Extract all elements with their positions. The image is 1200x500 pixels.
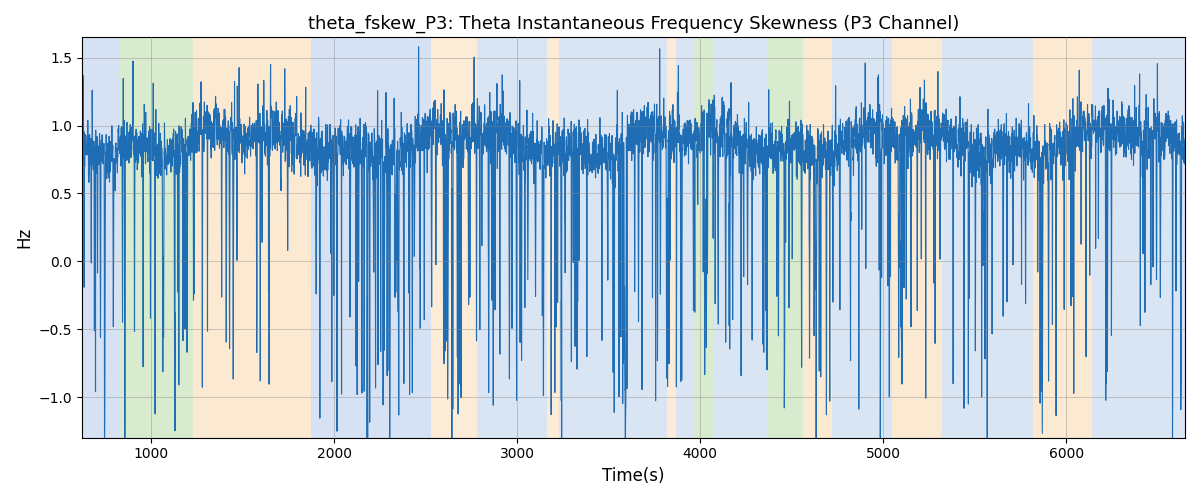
Bar: [942, 38, 1033, 438]
Bar: [1092, 38, 1184, 438]
Bar: [478, 38, 546, 438]
Bar: [546, 38, 559, 438]
Bar: [120, 38, 193, 438]
Bar: [193, 38, 311, 438]
Bar: [677, 38, 692, 438]
Bar: [1033, 38, 1092, 438]
Bar: [692, 38, 713, 438]
Bar: [893, 38, 942, 438]
Bar: [559, 38, 667, 438]
Bar: [803, 38, 832, 438]
Bar: [82, 38, 120, 438]
Bar: [832, 38, 893, 438]
Bar: [431, 38, 478, 438]
Bar: [713, 38, 768, 438]
Bar: [311, 38, 431, 438]
X-axis label: Time(s): Time(s): [602, 467, 665, 485]
Y-axis label: Hz: Hz: [14, 227, 32, 248]
Bar: [768, 38, 803, 438]
Title: theta_fskew_P3: Theta Instantaneous Frequency Skewness (P3 Channel): theta_fskew_P3: Theta Instantaneous Freq…: [307, 15, 959, 34]
Bar: [667, 38, 677, 438]
